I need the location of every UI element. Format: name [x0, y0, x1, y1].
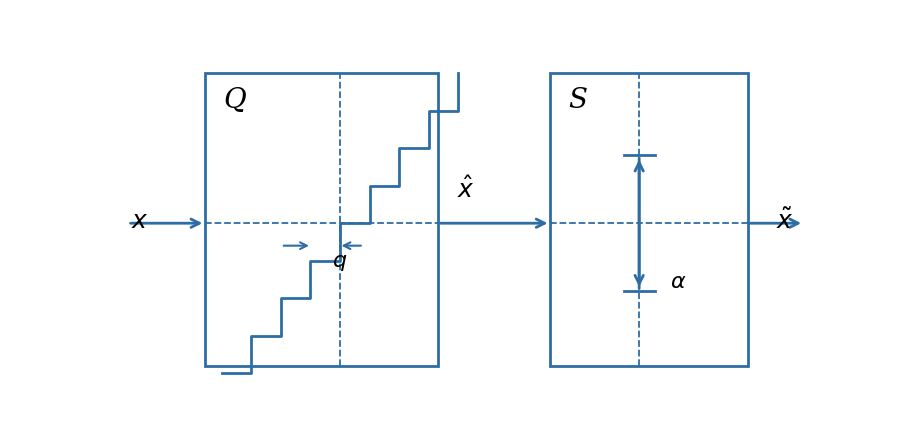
Text: S: S	[568, 87, 587, 114]
Text: $\alpha$: $\alpha$	[670, 271, 686, 293]
Text: $x$: $x$	[131, 210, 149, 233]
Text: Q: Q	[223, 87, 245, 114]
FancyBboxPatch shape	[550, 73, 747, 366]
FancyBboxPatch shape	[205, 73, 438, 366]
Text: $\tilde{x}$: $\tilde{x}$	[775, 209, 794, 234]
Text: $\hat{x}$: $\hat{x}$	[457, 176, 474, 203]
Text: $q$: $q$	[332, 251, 347, 273]
